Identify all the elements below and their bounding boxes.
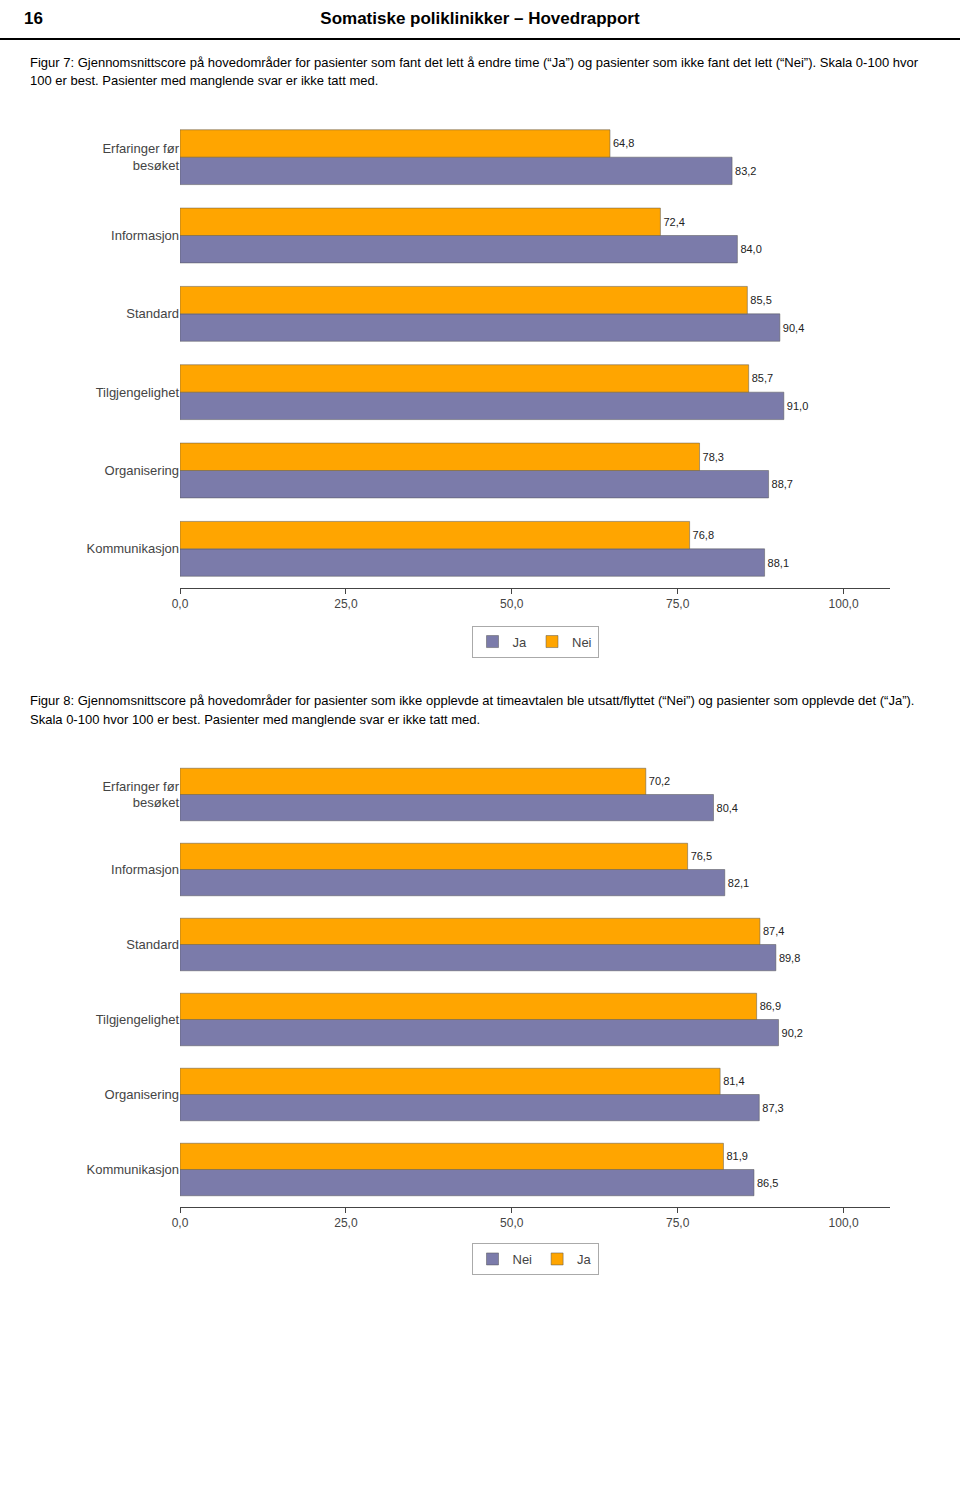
svg-text:87,4: 87,4 (763, 925, 784, 937)
svg-text:Organisering: Organisering (105, 1087, 179, 1102)
svg-text:Ja: Ja (577, 1252, 592, 1267)
svg-text:Kommunikasjon: Kommunikasjon (87, 1162, 180, 1177)
svg-text:0,0: 0,0 (172, 598, 189, 612)
html-text:16: 16 (24, 9, 43, 28)
svg-text:Erfaringer førbesøket: Erfaringer førbesøket (102, 778, 179, 810)
svg-text:81,9: 81,9 (726, 1150, 747, 1162)
svg-text:75,0: 75,0 (666, 1216, 690, 1230)
svg-text:85,5: 85,5 (750, 295, 771, 307)
svg-text:76,8: 76,8 (693, 530, 714, 542)
svg-text:70,2: 70,2 (649, 775, 670, 787)
svg-text:90,2: 90,2 (782, 1026, 803, 1038)
svg-text:25,0: 25,0 (334, 1216, 358, 1230)
svg-text:86,5: 86,5 (757, 1176, 778, 1188)
svg-text:Tilgjengelighet: Tilgjengelighet (96, 385, 180, 400)
svg-text:85,7: 85,7 (752, 373, 773, 385)
svg-text:50,0: 50,0 (500, 1216, 524, 1230)
svg-text:Kommunikasjon: Kommunikasjon (87, 542, 180, 557)
svg-text:89,8: 89,8 (779, 951, 800, 963)
svg-text:76,5: 76,5 (691, 850, 712, 862)
svg-text:83,2: 83,2 (735, 165, 756, 177)
svg-text:75,0: 75,0 (666, 598, 690, 612)
svg-text:Ja: Ja (513, 635, 528, 650)
html-text:Figur 7: Gjennomsnittscore på: Figur 7: Gjennomsnittscore på hovedområd… (30, 55, 918, 89)
svg-text:Organisering: Organisering (105, 463, 179, 478)
svg-text:Informasjon: Informasjon (111, 228, 179, 243)
svg-text:25,0: 25,0 (334, 598, 358, 612)
svg-text:91,0: 91,0 (787, 400, 808, 412)
svg-text:80,4: 80,4 (717, 801, 738, 813)
svg-text:100,0: 100,0 (829, 598, 859, 612)
svg-text:Erfaringer førbesøket: Erfaringer førbesøket (102, 142, 179, 174)
svg-text:88,1: 88,1 (768, 557, 789, 569)
svg-text:88,7: 88,7 (772, 479, 793, 491)
svg-text:87,3: 87,3 (762, 1101, 783, 1113)
svg-text:Tilgjengelighet: Tilgjengelighet (96, 1012, 180, 1027)
svg-text:50,0: 50,0 (500, 598, 524, 612)
svg-text:100,0: 100,0 (829, 1216, 859, 1230)
svg-text:84,0: 84,0 (740, 244, 761, 256)
svg-text:Informasjon: Informasjon (111, 862, 179, 877)
svg-text:81,4: 81,4 (723, 1075, 744, 1087)
html-text:Somatiske poliklinikker – Hove: Somatiske poliklinikker – Hovedrapport (320, 9, 640, 28)
svg-text:64,8: 64,8 (613, 138, 634, 150)
html-text:Figur 8: Gjennomsnittscore på: Figur 8: Gjennomsnittscore på hovedområd… (30, 693, 915, 727)
svg-text:90,4: 90,4 (783, 322, 804, 334)
svg-text:Standard: Standard (126, 937, 179, 952)
svg-text:72,4: 72,4 (663, 216, 684, 228)
svg-text:Nei: Nei (572, 635, 592, 650)
svg-text:78,3: 78,3 (703, 451, 724, 463)
svg-text:0,0: 0,0 (172, 1216, 189, 1230)
svg-text:86,9: 86,9 (760, 1000, 781, 1012)
svg-text:Nei: Nei (513, 1252, 533, 1267)
svg-text:82,1: 82,1 (728, 876, 749, 888)
svg-text:Standard: Standard (126, 307, 179, 322)
